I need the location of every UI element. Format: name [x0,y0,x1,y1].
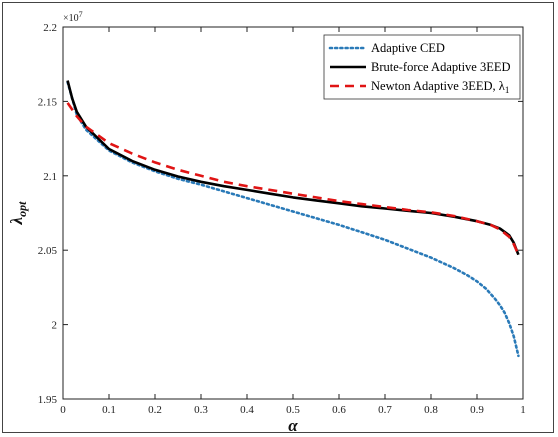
x-tick-label: 0.2 [148,404,162,416]
series-line-3 [66,102,520,256]
y-tick-label: 2.15 [38,96,58,108]
y-tick-label: 2.2 [43,22,57,34]
x-axis-label: α [288,416,298,435]
x-tick-label: 0.9 [470,404,484,416]
y-tick-label: 2.1 [43,171,57,183]
legend-label: Newton Adaptive 3EED, λ1 [371,79,509,95]
x-tick-label: 0.4 [240,404,254,416]
x-tick-label: 0.5 [286,404,300,416]
y-tick-label: 2.05 [38,245,58,257]
x-tick-label: 0.6 [332,404,346,416]
x-tick-label: 0.7 [378,404,392,416]
series-line-1 [66,80,520,358]
x-tick-label: 1 [520,404,526,416]
legend: Adaptive CED Brute-force Adaptive 3EED New… [323,34,521,100]
y-multiplier: ×107 [63,10,83,24]
y-axis-ticks: 1.95 2 2.05 2.1 2.15 2.2 [38,22,523,406]
y-axis-label-main: λ [7,216,26,225]
plot-lines [66,80,520,358]
y-tick-label: 1.95 [38,394,58,406]
y-axis-label: λopt [7,201,29,226]
x-axis-ticks: 0 0.1 0.2 0.3 0.4 0.5 0.6 0.7 0.8 0.9 1 [60,27,526,416]
y-axis-label-subscript: opt [15,201,29,217]
x-tick-label: 0 [60,404,66,416]
x-tick-label: 0.1 [102,404,116,416]
y-multiplier-base: ×10 [63,13,79,24]
legend-label: Brute-force Adaptive 3EED [371,60,511,74]
legend-items: Adaptive CED Brute-force Adaptive 3EED New… [328,41,511,95]
x-tick-label: 0.3 [194,404,208,416]
legend-label: Adaptive CED [371,41,445,55]
y-multiplier-exponent: 7 [79,10,83,19]
series-line-2 [66,80,520,256]
y-tick-label: 2 [52,320,58,332]
x-tick-label: 0.8 [424,404,438,416]
